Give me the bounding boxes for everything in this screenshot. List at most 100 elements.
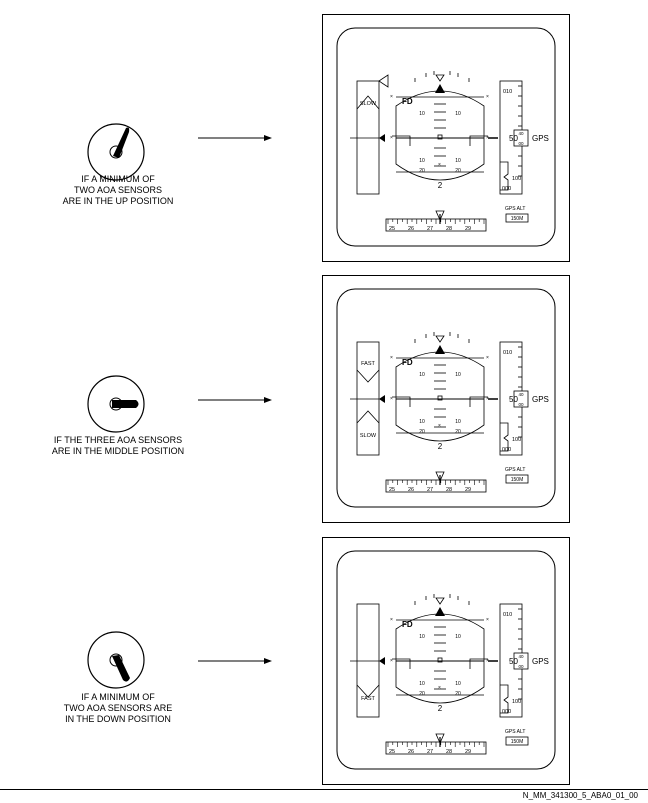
bank-mark-right: × [486,396,489,402]
heading-scale: 25 26 27 28 29 [385,210,487,232]
row-up: IF A MINIMUM OF TWO AOA SENSORS ARE IN T… [0,14,648,262]
pitch-label: 10 [419,634,425,640]
aircraft-wing-right [469,658,488,669]
bank-mark-right: × [486,94,489,100]
attitude-indicator: × × × × FD 10 10 10 10 20 20 × 2 [390,71,498,190]
pitch-label: 10 [455,111,461,117]
aoa-knob-down-icon [87,631,145,689]
aircraft-center-dot [437,395,443,401]
pitch-label: 10 [455,419,461,425]
aoa-knob-up-icon [87,123,145,181]
alt-current-value: 50 [509,134,518,143]
heading-label: 29 [465,226,471,232]
pitch-label: 20 [419,168,425,174]
heading-scale: 25 26 27 28 29 [385,733,487,755]
gps-label: GPS [532,134,549,143]
pfd-panel-middle: FAST SLOW × × × × FD 10 10 10 10 20 20 × 2 010 50 40 00 GPS… [322,275,570,523]
arrow-icon [198,397,272,403]
speed-pointer-icon [379,395,385,403]
gps-alt-label: GPS ALT [505,467,525,473]
alt-top-label: 010 [503,350,512,356]
row-down: IF A MINIMUM OF TWO AOA SENSORS ARE IN T… [0,537,648,785]
aoa-knob-middle-icon [87,375,145,433]
heading-scale: 25 26 27 28 29 [385,471,487,493]
aircraft-center-dot [437,134,443,140]
gps-label: GPS [532,657,549,666]
aircraft-wing-left [392,658,411,669]
bank-mark-right: × [486,617,489,623]
heading-label: 28 [446,487,452,493]
bank-pointer-icon [435,335,445,343]
alt-top-label: 010 [503,89,512,95]
sky-pointer-icon [435,345,445,354]
heading-label: 29 [465,487,471,493]
alt-current-small-top: 40 [518,654,524,659]
fd-label: FD [402,620,413,629]
caption-middle: IF THE THREE AOA SENSORS ARE IN THE MIDD… [51,435,185,456]
alt-current-small-bottom: 00 [518,402,524,407]
gps-alt-box [505,474,529,484]
heading-label: 27 [427,487,433,493]
aircraft-center-dot [437,657,443,663]
arrow-icon [198,658,272,664]
figure-reference: N_MM_341300_5_ABA0_01_00 [522,791,638,800]
sky-pointer-icon [435,84,445,93]
bank-mark-left: × [390,658,393,664]
heading-label: 26 [408,749,414,755]
pitch-label: 10 [419,681,425,687]
bank-pointer-icon [435,74,445,82]
tape-label-slow: SLOW [360,101,377,107]
alt-readout-box [513,390,529,408]
heading-label: 28 [446,749,452,755]
heading-label: 29 [465,749,471,755]
caption-up: IF A MINIMUM OF TWO AOA SENSORS ARE IN T… [62,174,174,206]
attitude-sphere [395,351,485,442]
alt-readout-box [513,652,529,670]
gps-alt-box-value: 150M [511,216,524,222]
alt-current-small-bottom: 00 [518,664,524,669]
pitch-label: 10 [419,158,425,164]
pitch-label: 10 [419,111,425,117]
aircraft-wing-right [469,135,488,146]
alt-current-small-top: 40 [518,392,524,397]
gps-alt-box-value: 150M [511,477,524,483]
pitch-label: 10 [419,372,425,378]
slow-chevron [356,410,380,424]
bank-mark-left: × [390,355,393,361]
alt-scale-bracket [500,422,509,452]
pitch-label: 20 [419,691,425,697]
fast-chevron [356,684,380,698]
attitude-indicator: × × × × FD 10 10 10 10 20 20 × 2 [390,332,498,451]
pitch-cross-mark: × [438,162,441,168]
speed-tape: SLOW [350,74,389,195]
speed-tape-frame [356,603,380,718]
heading-label: 25 [389,749,395,755]
alt-current-small-top: 40 [518,131,524,136]
bank-readout: 2 [438,704,443,713]
aircraft-wing-left [392,396,411,407]
gps-alt-label: GPS ALT [505,729,525,735]
speed-tape-frame [356,341,380,456]
speed-tape: FAST SLOW [350,341,385,456]
alt-scale-bracket [500,684,509,714]
heading-label: 25 [389,226,395,232]
bank-mark-left: × [390,94,393,100]
gps-label: GPS [532,395,549,404]
pitch-cross-mark: × [438,685,441,691]
speed-pointer-icon [379,134,385,142]
speed-trend-flag-icon [378,74,389,88]
aircraft-wing-right [469,396,488,407]
gps-alt-label: GPS ALT [505,206,525,212]
alt-mid-label: 100 [512,176,521,182]
alt-mid-label: 100 [512,699,521,705]
pitch-cross-mark: × [438,423,441,429]
bank-readout: 2 [438,442,443,451]
heading-label: 28 [446,226,452,232]
pitch-label: 20 [455,691,461,697]
alt-current-value: 50 [509,657,518,666]
tape-label-fast: FAST [361,361,375,367]
slow-chevron [356,95,380,110]
alt-scale-bracket [500,161,509,191]
bank-mark-left: × [390,617,393,623]
